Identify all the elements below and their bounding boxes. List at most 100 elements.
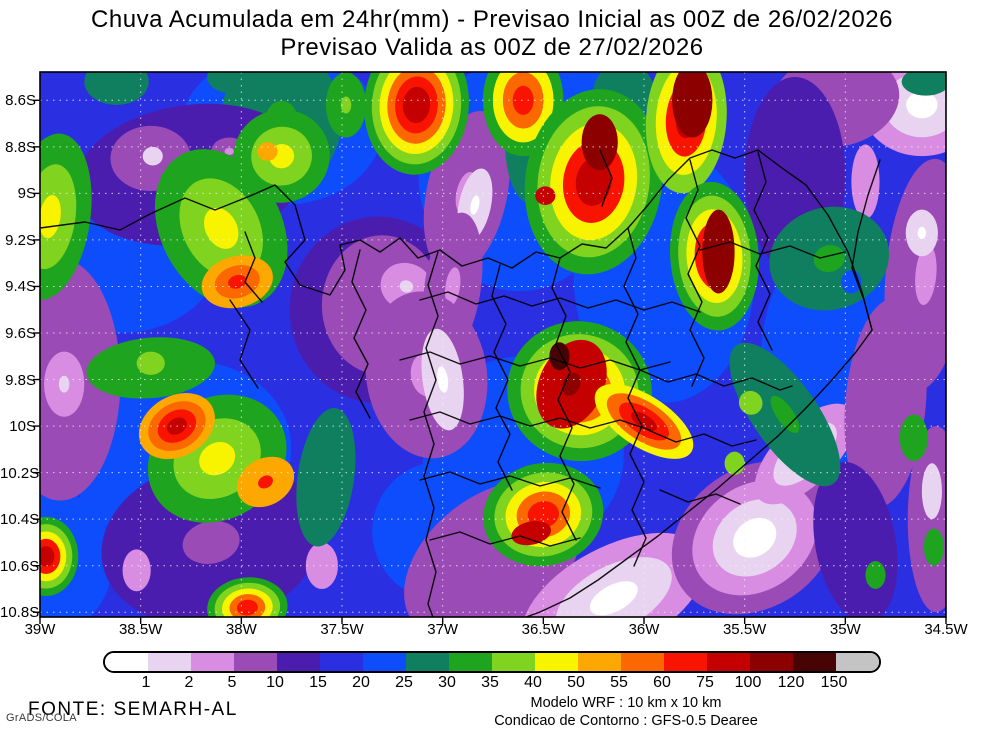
- boundary-line: [659, 489, 741, 505]
- contour-cell-ring: [224, 147, 234, 156]
- contour-cell-ring: [136, 351, 165, 375]
- colorbar-level-label: 30: [438, 674, 456, 691]
- contour-cell-ring: [770, 395, 800, 434]
- boundary-line: [639, 369, 793, 391]
- lat-tick-label: 8.6S: [5, 92, 36, 110]
- map-field: [40, 72, 946, 617]
- source-text: FONTE: SEMARH-AL: [28, 699, 238, 720]
- lat-tick-label: 10S: [9, 418, 36, 436]
- colorbar-segment: [105, 653, 148, 671]
- contour-cell-ring: [702, 209, 735, 294]
- boundary-line: [647, 429, 757, 447]
- boundary-line: [409, 411, 651, 431]
- lat-tick-label: 8.8S: [5, 138, 36, 156]
- chart-title-line1: Chuva Acumulada em 24hr(mm) - Previsao I…: [91, 6, 893, 33]
- contour-cell-ring: [437, 366, 449, 393]
- boundary-line: [551, 257, 577, 541]
- lat-tick-label: 10.8S: [0, 604, 40, 622]
- contour-cell-ring: [865, 561, 886, 589]
- contour-cell-ring: [340, 96, 352, 114]
- lat-tick-label: 10.6S: [0, 557, 40, 575]
- colorbar: [103, 651, 881, 673]
- lon-tick-label: 36.5W: [521, 621, 565, 638]
- colorbar-level-label: 100: [734, 674, 762, 691]
- colorbar-segment: [578, 653, 621, 671]
- contour-cell-ring: [738, 390, 763, 415]
- colorbar-segment: [234, 653, 277, 671]
- contour-cell-ring: [258, 475, 273, 489]
- contour-cell-ring: [581, 114, 618, 171]
- colorbar-segment: [793, 653, 836, 671]
- colorbar-segment: [707, 653, 750, 671]
- colorbar-level-label: 75: [696, 674, 714, 691]
- model-info-line1: Modelo WRF : 10 km x 10 km: [530, 695, 722, 711]
- colorbar-segment: [492, 653, 535, 671]
- colorbar-level-label: 50: [567, 674, 585, 691]
- contour-cell-ring: [906, 91, 938, 119]
- lat-tick-label: 9.6S: [5, 325, 36, 342]
- colorbar-level-label: 40: [524, 674, 542, 691]
- lon-tick-label: 35.5W: [722, 621, 767, 638]
- contour-cell-ring: [923, 528, 944, 566]
- colorbar-level-label: 55: [610, 674, 628, 691]
- contour-cell-ring: [724, 451, 745, 475]
- lon-tick-label: 37W: [427, 621, 459, 638]
- colorbar-level-label: 5: [227, 674, 237, 691]
- colorbar-labels: 1 2 5 10 15 20 25 30 35 40 50 55 60 75 100 120 150: [103, 674, 877, 692]
- model-info: Modelo WRF : 10 km x 10 km Condicao de C…: [430, 694, 822, 730]
- precip-contour-map: [33, 71, 947, 624]
- contour-cell-ring: [228, 274, 247, 289]
- contour-cell-ring: [901, 72, 946, 96]
- lon-tick-label: 38.5W: [118, 621, 163, 638]
- lat-tick-label: 10.4S: [0, 511, 40, 529]
- colorbar-level-label: 20: [352, 674, 370, 691]
- contour-cell-ring: [511, 520, 552, 546]
- contour-cell-ring: [142, 146, 163, 166]
- colorbar-segment: [191, 653, 234, 671]
- boundary-line: [399, 351, 671, 371]
- contour-cell-ring: [851, 144, 880, 219]
- lat-tick-label: 9.4S: [5, 278, 36, 296]
- colorbar-level-label: 10: [266, 674, 284, 691]
- model-info-line2: Condicao de Contorno : GFS-0.5 Dearee: [494, 713, 758, 729]
- contour-cell-ring: [402, 86, 431, 124]
- contour-cell-ring: [305, 542, 338, 589]
- boundary-line: [685, 159, 705, 387]
- colorbar-level-label: 35: [481, 674, 499, 691]
- contour-cell-ring: [236, 599, 258, 616]
- boundary-line: [524, 159, 881, 617]
- colorbar-level-label: 60: [653, 674, 671, 691]
- boundary-line: [423, 251, 439, 617]
- contour-cell-ring: [470, 195, 480, 215]
- contour-cell-ring: [535, 186, 556, 206]
- colorbar-segment: [320, 653, 363, 671]
- boundary-line: [599, 149, 613, 207]
- lon-tick-label: 39W: [24, 621, 56, 638]
- chart-title: Chuva Acumulada em 24hr(mm) - Previsao I…: [0, 6, 984, 62]
- contour-cell-ring: [84, 72, 149, 105]
- chart-title-line2: Previsao Valida as 00Z de 27/02/2026: [280, 34, 704, 61]
- boundary-line: [229, 299, 259, 389]
- lon-tick-label: 38W: [225, 621, 257, 638]
- contour-cell-ring: [733, 517, 777, 558]
- colorbar-level-label: 15: [309, 674, 327, 691]
- grads-credit-text: GrADS/COLA: [6, 712, 77, 724]
- colorbar-level-label: 1: [141, 674, 151, 691]
- boundary-line: [491, 264, 513, 491]
- contour-cell-ring: [203, 207, 239, 249]
- contour-cell-ring: [257, 142, 278, 161]
- contour-cell-ring: [917, 226, 927, 239]
- lat-tick-label: 9.2S: [5, 231, 36, 249]
- colorbar-segment: [406, 653, 449, 671]
- contour-cell-ring: [399, 280, 414, 293]
- boundary-line: [623, 227, 647, 567]
- colorbar-segment: [836, 653, 879, 671]
- contour-cell-ring: [122, 549, 151, 592]
- boundary-line: [429, 531, 581, 547]
- lat-tick-label: 10.2S: [0, 464, 40, 482]
- boundary-line: [753, 151, 773, 351]
- contour-cell-ring: [899, 414, 928, 461]
- boundary-line: [351, 249, 371, 419]
- contour-cell-ring: [672, 72, 713, 138]
